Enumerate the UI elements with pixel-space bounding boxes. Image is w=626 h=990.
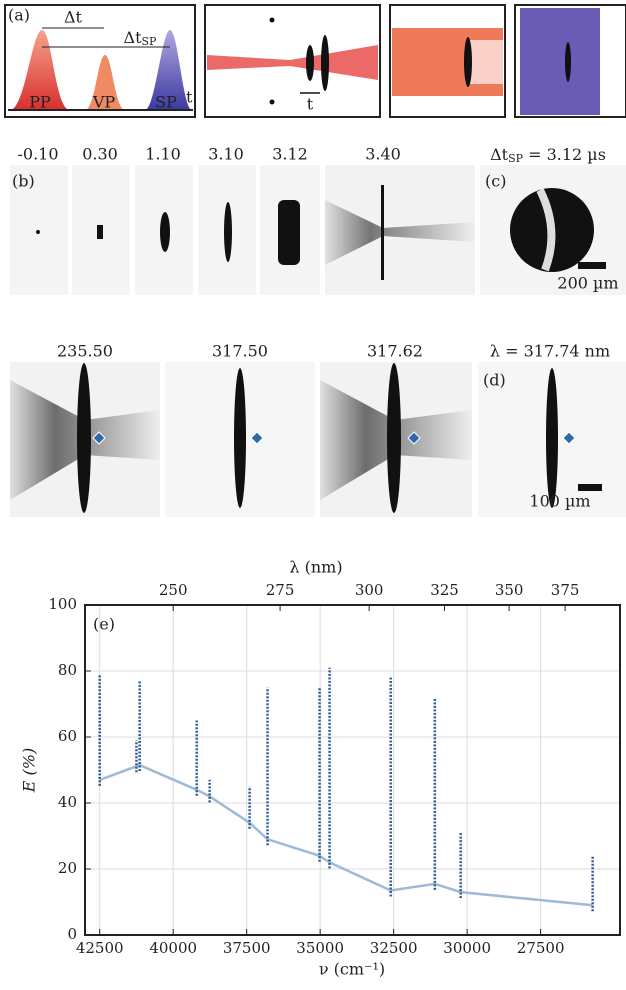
panel-label: (c) — [485, 172, 506, 191]
text: Δt — [490, 145, 509, 164]
x2-tick-label: 250 — [159, 581, 188, 599]
bubble — [278, 200, 300, 265]
bubble — [321, 35, 329, 91]
arrow-label: t — [307, 95, 314, 114]
delay-label: Δt — [64, 8, 83, 27]
panel-a: (a) Δt ΔtSP PP VP SP t — [4, 4, 196, 118]
scale-bar — [578, 484, 602, 491]
bubble — [36, 230, 40, 234]
pulse-label: VP — [92, 93, 116, 112]
wavelength-label: λ = 317.74 nm — [490, 342, 610, 361]
text: = 3.12 µs — [523, 145, 606, 164]
delay-label: 3.12 — [272, 145, 308, 164]
x-tick-label: 27500 — [517, 939, 565, 957]
wavelength-label: 235.50 — [57, 342, 113, 361]
pulse-vp — [85, 55, 125, 110]
plume — [325, 200, 475, 265]
y-tick-label: 80 — [58, 661, 77, 679]
scale-label: 200 µm — [557, 274, 618, 293]
beam — [520, 8, 600, 115]
beam — [207, 45, 378, 80]
panel-b-images: (b) (c) 200 µm ΔtSP = 3.12 µs — [10, 145, 626, 295]
bubble — [464, 37, 472, 87]
delay-sp-label: ΔtSP — [124, 28, 158, 49]
panel-label: (a) — [8, 6, 30, 25]
x2-tick-label: 350 — [495, 581, 524, 599]
x-axis-label: ν (cm⁻¹) — [319, 960, 385, 979]
pulse-sp — [145, 30, 192, 110]
x2-tick-label: 325 — [430, 581, 459, 599]
plot-frame — [84, 604, 621, 936]
bubble — [97, 225, 103, 239]
y-tick-label: 20 — [58, 859, 77, 877]
panel-label: (d) — [483, 371, 506, 390]
bubble — [234, 368, 246, 508]
wavelength-label: 317.62 — [367, 342, 423, 361]
text: SP — [508, 152, 524, 165]
bubble — [387, 363, 401, 513]
x-tick-label: 40000 — [149, 939, 197, 957]
delay-label: -0.10 — [17, 145, 58, 164]
stripe — [536, 188, 556, 272]
pulse-label: SP — [155, 93, 177, 112]
x-tick-label: 35000 — [296, 939, 344, 957]
panel-label: (b) — [12, 172, 35, 191]
delay-label: 3.40 — [365, 145, 401, 164]
y-tick-label: 100 — [48, 595, 77, 613]
text: Δt — [124, 28, 143, 47]
delay-label: ΔtSP = 3.12 µs — [490, 145, 606, 166]
y-axis-label: E (%) — [20, 748, 39, 793]
x-tick-label: 30000 — [443, 939, 491, 957]
y-tick-label: 0 — [67, 925, 77, 943]
delay-label: 3.10 — [208, 145, 244, 164]
wavelength-label: 317.50 — [212, 342, 268, 361]
bubble — [381, 185, 384, 280]
annotation: (e) — [93, 615, 115, 634]
bubble — [160, 212, 170, 252]
line — [99, 763, 593, 907]
beam — [470, 40, 503, 84]
text: SP — [142, 35, 158, 48]
x2-axis-label: λ (nm) — [289, 558, 342, 577]
bubble — [546, 368, 558, 508]
y-tick-label: 40 — [58, 793, 77, 811]
panel-a-sketches: t — [204, 4, 626, 118]
y-tick-label: 60 — [58, 727, 77, 745]
delay-label: 0.30 — [82, 145, 118, 164]
x-tick-label: 37500 — [223, 939, 271, 957]
x-tick-label: 32500 — [370, 939, 418, 957]
pulse-label: PP — [29, 93, 51, 112]
panel-d-images: (d) 100 µm λ = 317.74 nm — [10, 342, 626, 517]
x2-tick-label: 375 — [551, 581, 580, 599]
scale-label: 100 µm — [529, 492, 590, 511]
bubble — [565, 42, 571, 82]
x2-tick-label: 275 — [266, 581, 295, 599]
delay-label: 1.10 — [145, 145, 181, 164]
time-label: t — [186, 88, 193, 107]
marker — [92, 431, 576, 445]
dot — [269, 17, 275, 23]
dot — [269, 99, 275, 105]
x-tick-label: 42500 — [76, 939, 124, 957]
bubble — [224, 202, 232, 262]
scale-bar — [578, 262, 606, 269]
x2-tick-label: 300 — [355, 581, 384, 599]
image — [10, 165, 68, 295]
bubble — [77, 363, 91, 513]
bubble — [306, 45, 314, 81]
pulse-pp — [10, 30, 70, 110]
